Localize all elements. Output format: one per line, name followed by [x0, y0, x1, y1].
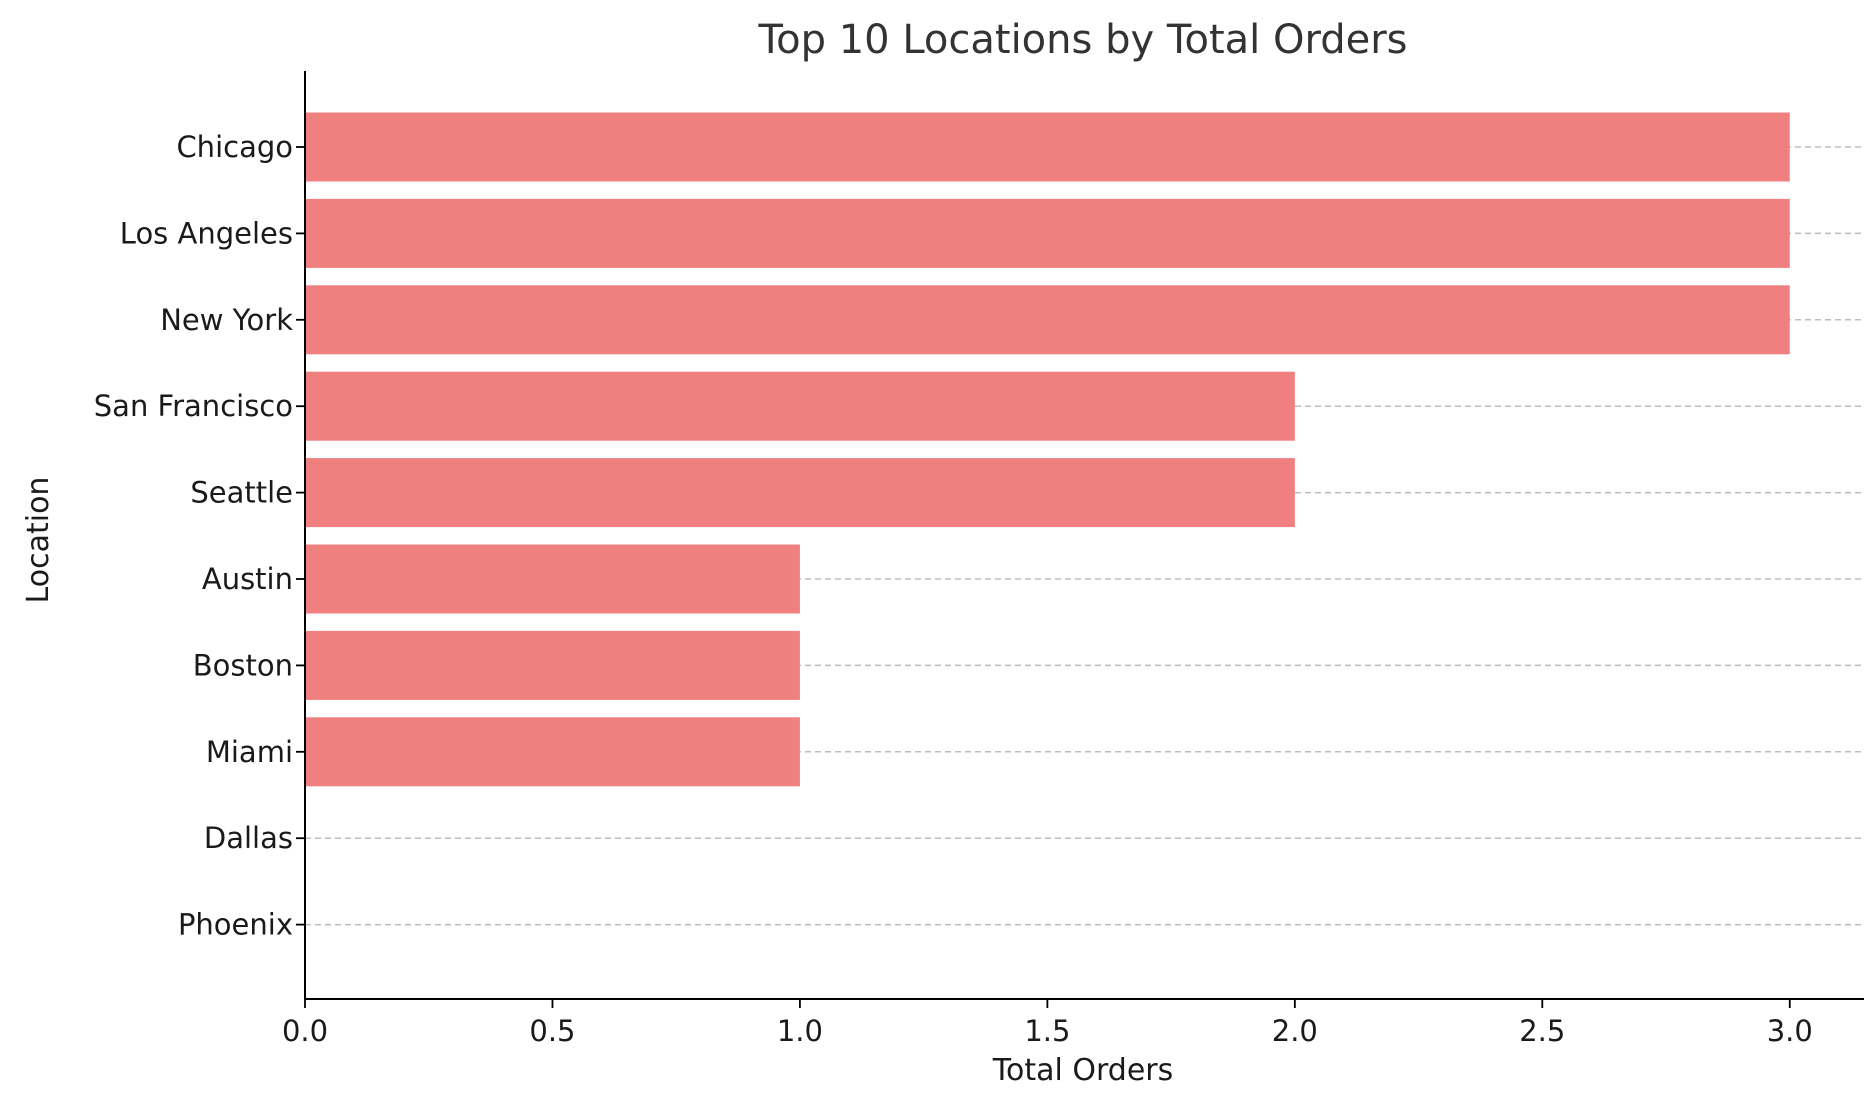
x-axis-label: Total Orders — [992, 1053, 1173, 1088]
y-tick-label-chicago: Chicago — [176, 130, 293, 164]
y-tick-label-seattle: Seattle — [190, 476, 293, 510]
x-tick-label-0: 0.0 — [282, 1014, 328, 1048]
y-tick-label-boston: Boston — [193, 648, 293, 682]
bar-austin — [305, 544, 800, 614]
bar-chicago — [305, 112, 1790, 182]
x-tick-label-3: 1.5 — [1024, 1014, 1070, 1048]
y-axis-label: Location — [21, 477, 56, 604]
x-tick-label-1: 0.5 — [529, 1014, 575, 1048]
chart-title: Top 10 Locations by Total Orders — [758, 17, 1408, 63]
y-tick-label-san-francisco: San Francisco — [94, 389, 293, 423]
x-tick-label-4: 2.0 — [1272, 1014, 1318, 1048]
x-ticks: 0.0 0.5 1.0 1.5 2.0 2.5 3.0 — [282, 999, 1813, 1048]
x-tick-label-6: 3.0 — [1767, 1014, 1813, 1048]
x-tick-label-5: 2.5 — [1519, 1014, 1565, 1048]
bar-san-francisco — [305, 371, 1295, 441]
y-tick-label-new-york: New York — [160, 303, 293, 337]
bar-seattle — [305, 458, 1295, 528]
x-tick-label-2: 1.0 — [777, 1014, 823, 1048]
bars — [305, 112, 1790, 787]
y-ticks: Chicago Los Angeles New York San Francisco S… — [94, 130, 305, 942]
bar-los-angeles — [305, 198, 1790, 268]
bar-boston — [305, 630, 800, 700]
y-tick-label-austin: Austin — [202, 562, 293, 596]
bar-miami — [305, 717, 800, 787]
y-tick-label-dallas: Dallas — [204, 821, 293, 855]
y-tick-label-phoenix: Phoenix — [178, 908, 293, 942]
y-tick-label-los-angeles: Los Angeles — [120, 216, 293, 250]
bar-new-york — [305, 285, 1790, 355]
y-tick-label-miami: Miami — [206, 735, 293, 769]
